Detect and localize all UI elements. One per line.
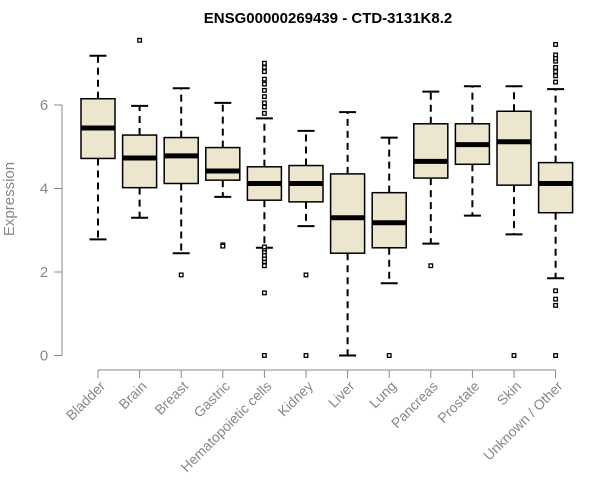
outlier-point <box>137 37 143 43</box>
box-bladder <box>80 54 116 241</box>
box-rect <box>371 191 407 249</box>
x-tick-label: Kidney <box>275 378 317 420</box>
x-tick-label: Lung <box>366 378 399 411</box>
boxes <box>80 37 574 358</box>
box-rect <box>121 134 158 189</box>
outlier-point <box>261 94 267 100</box>
x-tick-label: Prostate <box>434 378 482 426</box>
outlier-point <box>553 288 559 294</box>
outlier-point <box>386 353 392 358</box>
x-tick-label: Bladder <box>63 378 109 424</box>
x-tick-label: Breast <box>151 378 191 418</box>
outlier-point <box>303 272 309 278</box>
outlier-point <box>261 60 267 66</box>
outlier-point <box>553 69 559 75</box>
outlier-point <box>261 69 267 75</box>
outlier-point <box>261 110 267 116</box>
y-axis-label: Expression <box>1 162 18 236</box>
outlier-point <box>553 42 559 47</box>
box-rect <box>413 123 449 179</box>
outlier-point <box>261 353 267 358</box>
y-tick-label: 0 <box>40 348 48 365</box>
box-skin <box>496 85 532 358</box>
outlier-point <box>428 263 434 269</box>
y-tick-label: 2 <box>40 264 48 281</box>
outlier-point <box>261 290 267 296</box>
outlier-point <box>553 296 559 302</box>
box-lung <box>371 136 407 358</box>
outlier-point <box>553 302 559 308</box>
box-hematopoietic-cells <box>246 60 283 358</box>
outlier-point <box>553 73 559 79</box>
outlier-point <box>261 244 267 250</box>
box-kidney <box>288 129 324 358</box>
box-prostate <box>454 85 491 217</box>
box-rect <box>537 161 574 214</box>
box-gastric <box>205 101 241 249</box>
outlier-point <box>261 81 267 87</box>
box-rect <box>329 173 366 254</box>
outlier-point <box>261 104 267 110</box>
box-rect <box>496 110 532 186</box>
box-pancreas <box>413 90 449 269</box>
outlier-point <box>553 52 559 58</box>
outlier-point <box>261 64 267 70</box>
x-tick-label: Unknown / Other <box>480 378 566 464</box>
outlier-point <box>261 263 267 269</box>
outlier-point <box>553 64 559 70</box>
y-tick-label: 4 <box>40 181 48 198</box>
outlier-point <box>511 353 517 358</box>
outlier-point <box>303 353 309 358</box>
outlier-point <box>220 243 226 249</box>
box-rect <box>205 146 241 181</box>
chart-title: ENSG00000269439 - CTD-3131K8.2 <box>204 10 452 27</box>
box-breast <box>163 87 199 278</box>
box-brain <box>121 37 158 219</box>
outlier-point <box>553 353 559 358</box>
box-unknown-other <box>537 42 574 358</box>
outlier-point <box>178 272 184 278</box>
x-tick-label: Liver <box>325 378 358 411</box>
y-tick-label: 6 <box>40 97 48 114</box>
outlier-point <box>553 79 559 85</box>
outlier-point <box>261 100 267 106</box>
outlier-point <box>261 76 267 82</box>
box-rect <box>163 136 199 185</box>
outlier-point <box>261 87 267 93</box>
y-axis: 0 2 4 6 <box>40 97 63 365</box>
x-tick-label: Brain <box>115 378 149 412</box>
x-tick-label: Skin <box>494 378 525 409</box>
box-liver <box>329 111 366 357</box>
